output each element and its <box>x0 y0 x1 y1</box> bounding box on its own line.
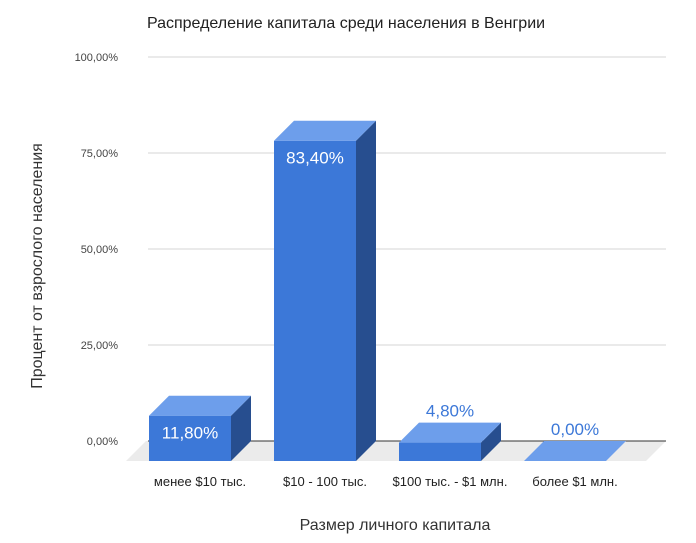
bar-top-face <box>399 422 501 443</box>
bar: 83,40% <box>274 120 376 461</box>
y-tick-label: 0,00% <box>87 436 118 448</box>
bar-data-label: 83,40% <box>286 149 344 168</box>
y-tick-label: 100,00% <box>75 52 119 64</box>
bar: 4,80% <box>399 402 501 461</box>
bar-top-face <box>149 395 251 416</box>
x-category-label: более $1 млн. <box>532 474 617 489</box>
x-category-label: $100 тыс. - $1 млн. <box>393 474 508 489</box>
bar: 11,80% <box>149 395 251 461</box>
bar-side-face <box>231 395 251 461</box>
bar-side-face <box>356 120 376 461</box>
y-tick-label: 25,00% <box>81 340 119 352</box>
bar-data-label: 11,80% <box>162 424 218 443</box>
bar-data-label: 4,80% <box>426 402 474 421</box>
bar-front-face <box>274 140 356 461</box>
bar: 0,00% <box>524 420 626 461</box>
y-axis-title: Процент от взрослого населения <box>29 143 46 389</box>
chart-title: Распределение капитала среди населения в… <box>147 15 545 32</box>
bar-top-face <box>274 120 376 141</box>
bar-front-face <box>399 442 481 461</box>
bar-side-face <box>481 422 501 461</box>
x-category-label: менее $10 тыс. <box>154 474 246 489</box>
y-tick-label: 75,00% <box>81 148 119 160</box>
bar-front-face <box>149 415 231 461</box>
y-tick-label: 50,00% <box>81 244 119 256</box>
x-category-label: $10 - 100 тыс. <box>283 474 367 489</box>
bar-top-face <box>524 441 626 461</box>
bar-data-label: 0,00% <box>551 420 599 439</box>
x-axis-title: Размер личного капитала <box>300 517 491 534</box>
